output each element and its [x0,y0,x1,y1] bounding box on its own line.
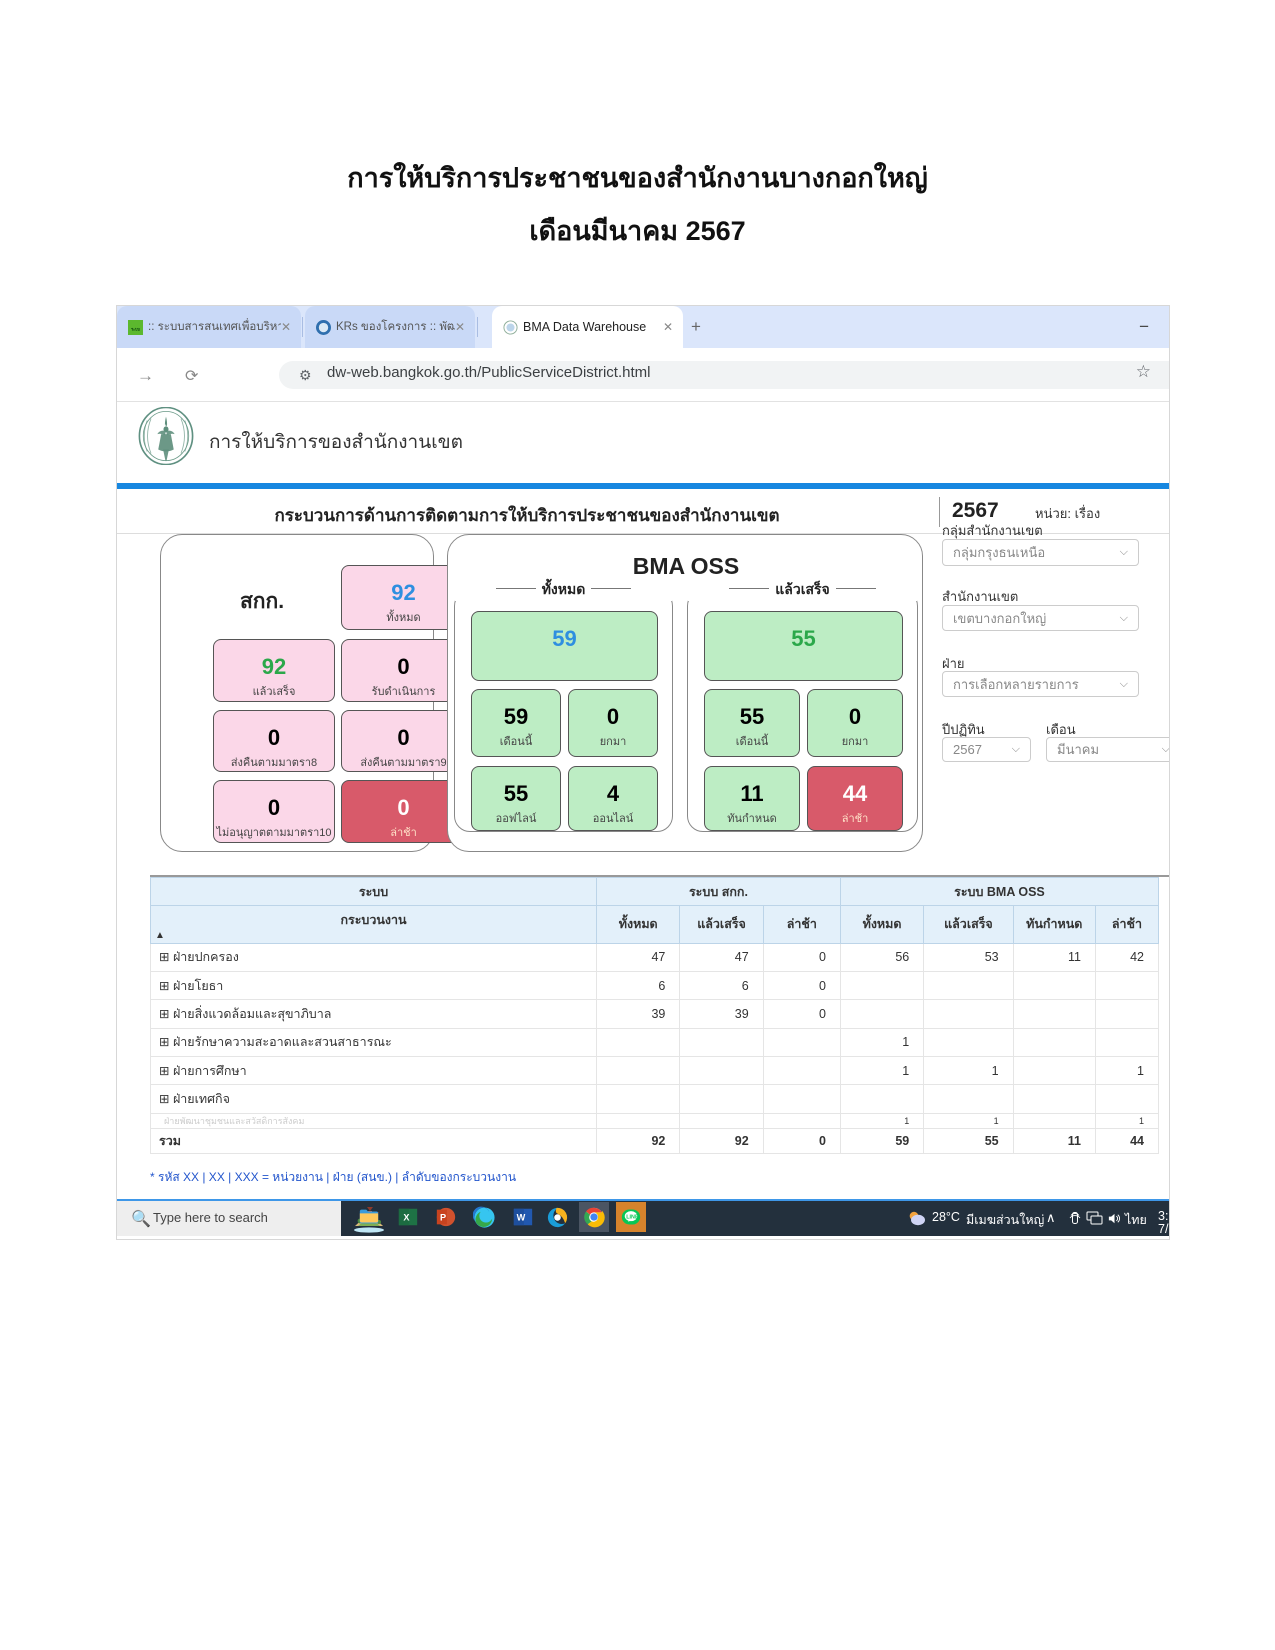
svg-text:LINE: LINE [626,1214,639,1220]
svg-text:ระบบ: ระบบ [131,326,140,331]
svg-text:X: X [403,1213,410,1223]
svg-text:P: P [440,1213,446,1223]
svg-text:W: W [517,1213,526,1223]
